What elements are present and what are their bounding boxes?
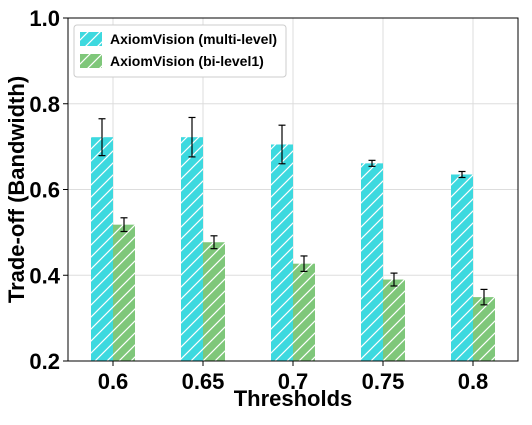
error-bars-group — [98, 116, 488, 306]
legend-label-multi-level: AxiomVision (multi-level) — [110, 31, 277, 47]
y-tick-label: 0.2 — [29, 349, 60, 374]
bar — [113, 224, 135, 361]
x-tick-label: 0.75 — [362, 369, 405, 394]
bar — [361, 163, 383, 361]
bars-group — [91, 137, 495, 361]
bar — [203, 242, 225, 361]
bar — [293, 263, 315, 361]
legend-swatch-multi-level — [80, 32, 102, 46]
y-tick-label: 0.6 — [29, 178, 60, 203]
x-tick-label: 0.6 — [98, 369, 129, 394]
x-axis-label: Thresholds — [234, 386, 353, 411]
y-axis-label: Trade-off (Bandwidth) — [4, 76, 29, 303]
x-tick-label: 0.7 — [278, 369, 309, 394]
y-axis-ticks: 0.2 0.4 0.6 0.8 1.0 — [29, 6, 68, 374]
bar — [271, 144, 293, 361]
bar — [451, 174, 473, 361]
y-tick-label: 0.4 — [29, 263, 60, 288]
y-tick-label: 1.0 — [29, 6, 60, 31]
legend: AxiomVision (multi-level) AxiomVision (b… — [73, 24, 287, 78]
bar — [181, 137, 203, 361]
x-axis-ticks: 0.6 0.65 0.7 0.75 0.8 — [98, 361, 489, 394]
legend-swatch-bi-level1 — [80, 54, 102, 68]
bar — [383, 279, 405, 361]
x-tick-label: 0.65 — [182, 369, 225, 394]
y-tick-label: 0.8 — [29, 92, 60, 117]
bar — [473, 297, 495, 361]
legend-box — [73, 24, 287, 78]
x-tick-label: 0.8 — [458, 369, 489, 394]
legend-label-bi-level1: AxiomVision (bi-level1) — [110, 53, 264, 69]
bar — [91, 137, 113, 361]
